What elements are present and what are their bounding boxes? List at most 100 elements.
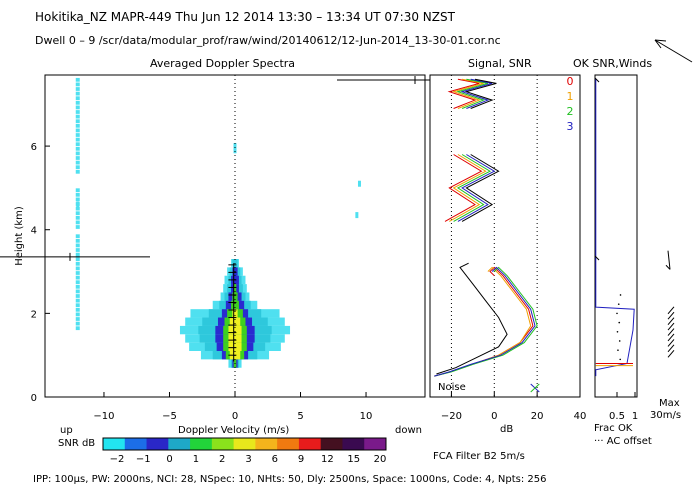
ac-offset-dot	[616, 312, 618, 315]
clutter-cell	[75, 110, 80, 114]
params-line: IPP: 100μs, PW: 2000ns, NCI: 28, NSpec: …	[33, 474, 547, 485]
spectra-cell	[228, 334, 242, 343]
wind-barb	[667, 322, 675, 331]
ac-offset-dot	[619, 294, 622, 296]
x-right-label: down	[395, 425, 422, 436]
echo-cell	[233, 147, 237, 154]
colorbar-swatch	[211, 438, 235, 450]
clutter-cell	[75, 188, 80, 193]
colorbar-tick-label: 2	[219, 454, 225, 465]
snr-mid-trace	[461, 154, 500, 222]
filter-label: FCA Filter B2 5m/s	[433, 451, 525, 462]
clutter-cell	[75, 321, 80, 326]
wind-direction-icon	[654, 39, 693, 63]
clutter-cell	[75, 142, 80, 147]
colorbar-tick-label: 6	[272, 454, 278, 465]
clutter-cell	[75, 100, 80, 105]
ac-offset-dot	[617, 349, 619, 351]
clutter-cell	[75, 312, 80, 317]
clutter-cell	[75, 151, 80, 156]
snr-x-tick-label: 20	[531, 411, 544, 422]
wind-barb	[667, 250, 671, 270]
spectra-cell	[228, 342, 242, 351]
colorbar-swatch	[103, 438, 126, 450]
winds-tick-label: 0.5	[609, 411, 625, 422]
clutter-cell	[75, 211, 80, 216]
snr-x-tick-label: 40	[574, 411, 587, 422]
clutter-cell	[75, 82, 80, 87]
clutter-cell	[75, 206, 80, 211]
wind-barb	[667, 328, 675, 336]
snr-upper-trace	[456, 78, 489, 109]
frac-ok-label: Frac OK	[594, 423, 633, 434]
clutter-cell	[75, 192, 80, 197]
colorbar-tick-label: 9	[298, 454, 304, 465]
clutter-cell	[75, 137, 80, 142]
y-tick-label: 4	[31, 226, 37, 237]
snr-series-signal	[436, 262, 508, 375]
colorbar-tick-label: −1	[136, 454, 151, 465]
max-label: Max	[659, 398, 680, 409]
y-tick-label: 6	[31, 142, 37, 153]
clutter-cell	[75, 257, 80, 262]
clutter-cell	[75, 252, 80, 257]
colorbar-swatch	[124, 438, 148, 450]
clutter-cell	[75, 87, 80, 91]
snr-series-0	[434, 266, 534, 377]
clutter-cell	[75, 289, 80, 294]
colorbar-label: SNR dB	[58, 438, 96, 449]
clutter-cell	[75, 220, 80, 225]
wind-barb	[667, 339, 675, 347]
x-tick-label: −10	[93, 411, 114, 422]
wind-barb	[667, 349, 675, 358]
clutter-cell	[75, 146, 80, 151]
frac-ok-curve	[595, 79, 635, 377]
x-tick-label: 0	[232, 411, 238, 422]
colorbar-swatch	[255, 438, 278, 450]
snr-upper-trace	[447, 78, 480, 109]
ac-offset-dot	[618, 340, 621, 342]
snr-mid-trace	[453, 154, 492, 222]
clutter-cell	[75, 96, 80, 101]
snr-mid-trace	[457, 154, 496, 222]
ac-offset-dot	[617, 303, 620, 305]
colorbar-swatch	[342, 438, 365, 450]
snr-title: Signal, SNR	[468, 57, 532, 70]
y-tick-label: 0	[31, 393, 37, 404]
colorbar-tick-label: 0	[166, 454, 172, 465]
clutter-cell	[75, 128, 80, 133]
spectra-cell	[232, 292, 238, 301]
wind-barb	[667, 317, 675, 325]
wind-mark	[594, 77, 600, 83]
ac-offset-dot	[619, 358, 621, 361]
header-line-1: Hokitika_NZ MAPR-449 Thu Jun 12 2014 13:…	[35, 10, 455, 24]
clutter-cell	[75, 91, 80, 96]
spectra-cell	[229, 317, 241, 326]
wind-barb	[667, 311, 675, 320]
clutter-cell	[75, 275, 80, 280]
clutter-cell	[75, 165, 80, 170]
colorbar-tick-label: 12	[321, 454, 334, 465]
clutter-cell	[75, 248, 80, 252]
spectra-cell	[231, 300, 239, 310]
colorbar-swatch	[168, 438, 191, 450]
colorbar-swatch	[298, 438, 322, 450]
snr-series-2	[434, 266, 538, 377]
wind-barb	[667, 333, 675, 342]
clutter-cell	[75, 114, 80, 119]
clutter-cell	[75, 307, 80, 312]
echo-cell	[76, 201, 80, 208]
clutter-cell	[75, 156, 80, 160]
clutter-cell	[75, 234, 80, 239]
legend-entry: 2	[567, 105, 574, 118]
legend-entry: 1	[567, 90, 574, 103]
clutter-cell	[75, 215, 80, 220]
clutter-cell	[75, 160, 80, 165]
wind-mark	[594, 255, 600, 261]
x-tick-label: 5	[297, 411, 303, 422]
snr-frame	[429, 74, 581, 398]
echo-cell	[233, 143, 237, 150]
clutter-cell	[75, 271, 80, 275]
x-marker	[530, 383, 540, 393]
